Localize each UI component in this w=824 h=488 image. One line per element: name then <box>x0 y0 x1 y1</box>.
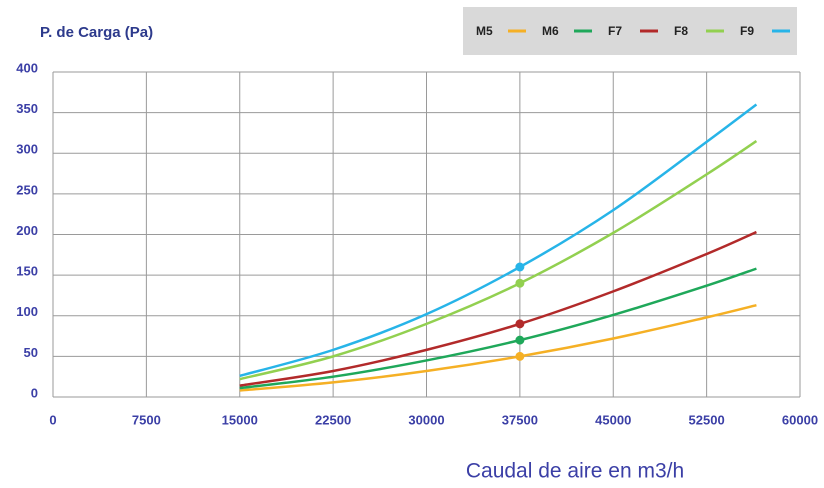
y-tick-label: 200 <box>16 223 38 238</box>
x-tick-label: 60000 <box>782 412 818 427</box>
y-tick-label: 0 <box>31 385 38 400</box>
x-tick-label: 7500 <box>132 412 161 427</box>
x-tick-label: 52500 <box>689 412 725 427</box>
point-marker <box>515 319 525 329</box>
legend-label: F8 <box>674 24 688 38</box>
legend-label: F9 <box>740 24 754 38</box>
x-tick-label: 45000 <box>595 412 631 427</box>
x-tick-label: 37500 <box>502 412 538 427</box>
y-tick-label: 100 <box>16 304 38 319</box>
series-line <box>239 267 757 390</box>
point-marker <box>515 262 525 272</box>
y-tick-label: 150 <box>16 264 38 279</box>
legend-label: M6 <box>542 24 559 38</box>
x-tick-label: 30000 <box>408 412 444 427</box>
y-tick-label: 50 <box>24 345 38 360</box>
y-tick-label: 400 <box>16 60 38 75</box>
x-tick-label: 15000 <box>222 412 258 427</box>
point-marker <box>515 335 525 345</box>
legend-label: F7 <box>608 24 622 38</box>
y-tick-label: 300 <box>16 142 38 157</box>
x-axis-title: Caudal de aire en m3/h <box>466 460 684 483</box>
y-tick-label: 250 <box>16 182 38 197</box>
chart-title: P. de Carga (Pa) <box>40 24 153 41</box>
x-tick-label: 22500 <box>315 412 351 427</box>
series-line <box>239 103 758 378</box>
point-marker <box>515 351 525 361</box>
series-line <box>239 140 758 381</box>
x-tick-label: 0 <box>49 412 56 427</box>
point-marker <box>515 278 525 288</box>
legend-label: M5 <box>476 24 493 38</box>
y-tick-label: 350 <box>16 101 38 116</box>
series-line <box>239 230 757 387</box>
